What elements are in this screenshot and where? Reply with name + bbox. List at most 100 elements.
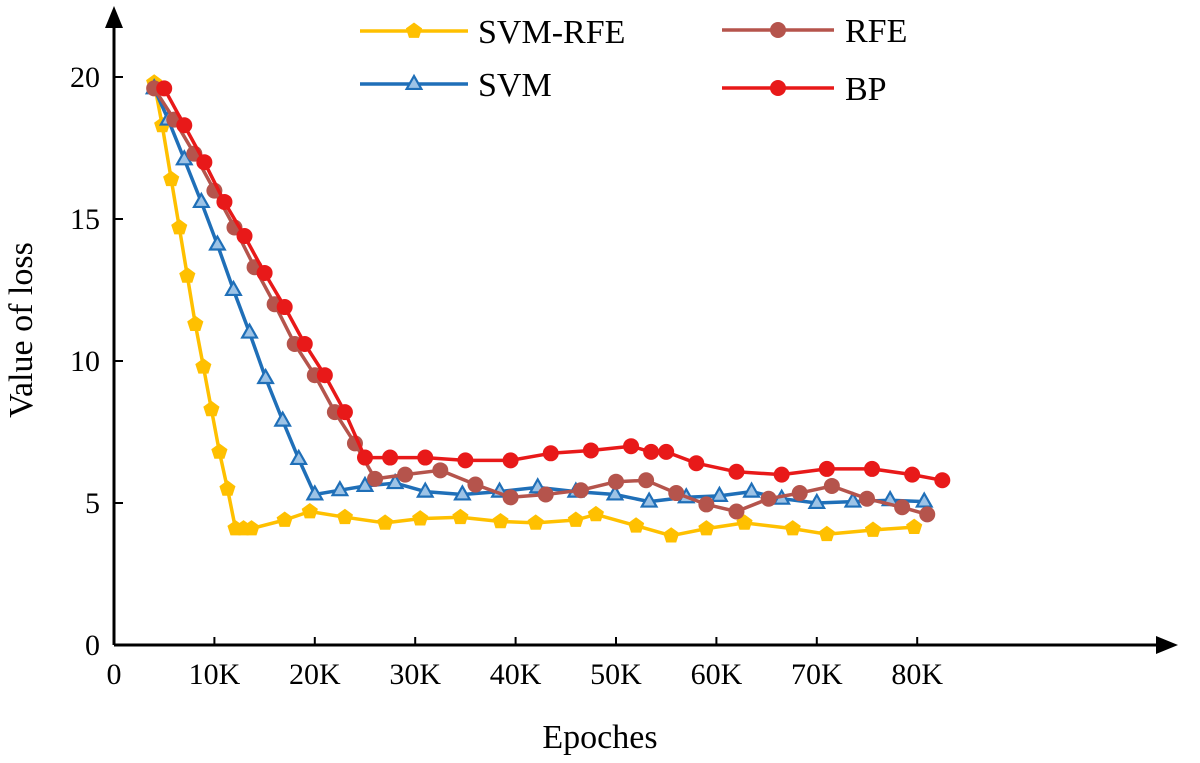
data-point [187,315,204,331]
data-point [688,455,705,472]
x-tick-label: 70K [791,658,843,691]
data-point [171,219,188,235]
data-point [638,472,655,489]
data-point [385,472,405,490]
data-point [236,228,253,245]
data-point [195,358,212,374]
data-point [256,264,273,281]
x-tick-label: 60K [691,658,743,691]
x-tick-label: 20K [289,658,341,691]
y-tick-label: 0 [85,629,100,662]
legend-item-svm: SVM [360,67,552,104]
x-tick-label: 80K [891,658,943,691]
data-point [192,191,211,209]
data-point [623,438,640,455]
data-point [289,448,308,466]
data-point [760,490,777,507]
legend-item-bp: BP [722,71,887,108]
data-point [742,481,761,498]
legend-label: BP [845,71,887,108]
data-point [355,475,375,493]
data-point [906,518,923,534]
data-point [256,367,275,385]
data-point [457,452,474,469]
data-point [542,445,559,462]
y-axis-title: Value of loss [3,242,40,418]
x-tick-label: 40K [490,658,542,691]
axes [105,6,1178,654]
series-rfe [146,80,936,523]
x-axis-arrow [1156,636,1178,654]
data-point [818,525,835,542]
legend-label: SVM [478,67,552,104]
x-axis-title: Epoches [542,719,657,756]
series-svm [144,78,934,510]
data-point [728,503,745,520]
series-line [152,82,915,538]
y-tick-label: 5 [85,487,100,520]
data-point [382,449,399,466]
x-tick-label: 0 [107,658,122,691]
data-point [807,492,827,510]
data-point [843,491,863,508]
x-tick-label: 30K [389,658,441,691]
data-point [276,511,293,527]
data-point [567,511,584,527]
data-point [336,508,353,525]
data-point [537,486,554,503]
data-point [864,460,881,477]
data-point [914,491,934,508]
data-point [203,400,220,417]
data-point [196,154,213,171]
data-point [698,520,715,536]
series-bp [156,80,951,489]
legend-label: RFE [845,13,907,50]
data-point [219,480,236,496]
data-point [643,443,660,460]
data-point [296,335,313,352]
data-point [791,485,808,502]
y-tick-label: 15 [70,203,100,236]
series-layer [144,74,951,543]
data-point [377,514,394,530]
data-point [658,443,675,460]
data-point [698,496,715,513]
data-point [240,322,259,339]
data-point [784,520,801,536]
series-svm-rfe [146,74,923,543]
data-point [417,449,434,466]
data-point [208,234,227,251]
x-tick-label: 10K [189,658,241,691]
data-point [453,484,472,501]
data-point [216,193,233,210]
data-point [663,527,680,543]
data-point [864,521,882,537]
data-point [412,510,429,526]
legend-swatch-marker [770,22,786,38]
y-tick-label: 20 [70,61,100,94]
data-point [710,485,729,502]
data-point [894,499,911,516]
data-point [432,462,449,479]
data-point [163,170,180,187]
legend-item-rfe: RFE [722,13,907,50]
data-point [273,410,292,427]
y-axis-arrow [105,6,123,28]
legend-label: SVM-RFE [478,14,625,51]
data-point [587,505,604,522]
data-point [397,466,414,483]
data-point [919,506,936,523]
data-point [176,117,193,134]
data-point [572,482,589,499]
data-point [628,517,645,533]
data-point [818,460,835,477]
data-point [728,463,745,480]
data-point [211,443,228,459]
data-point [668,485,685,502]
data-point [904,466,921,483]
data-point [823,477,840,494]
data-point [773,466,790,483]
data-point [305,484,325,501]
legend: SVM-RFE SVM RFE BP [360,13,907,108]
